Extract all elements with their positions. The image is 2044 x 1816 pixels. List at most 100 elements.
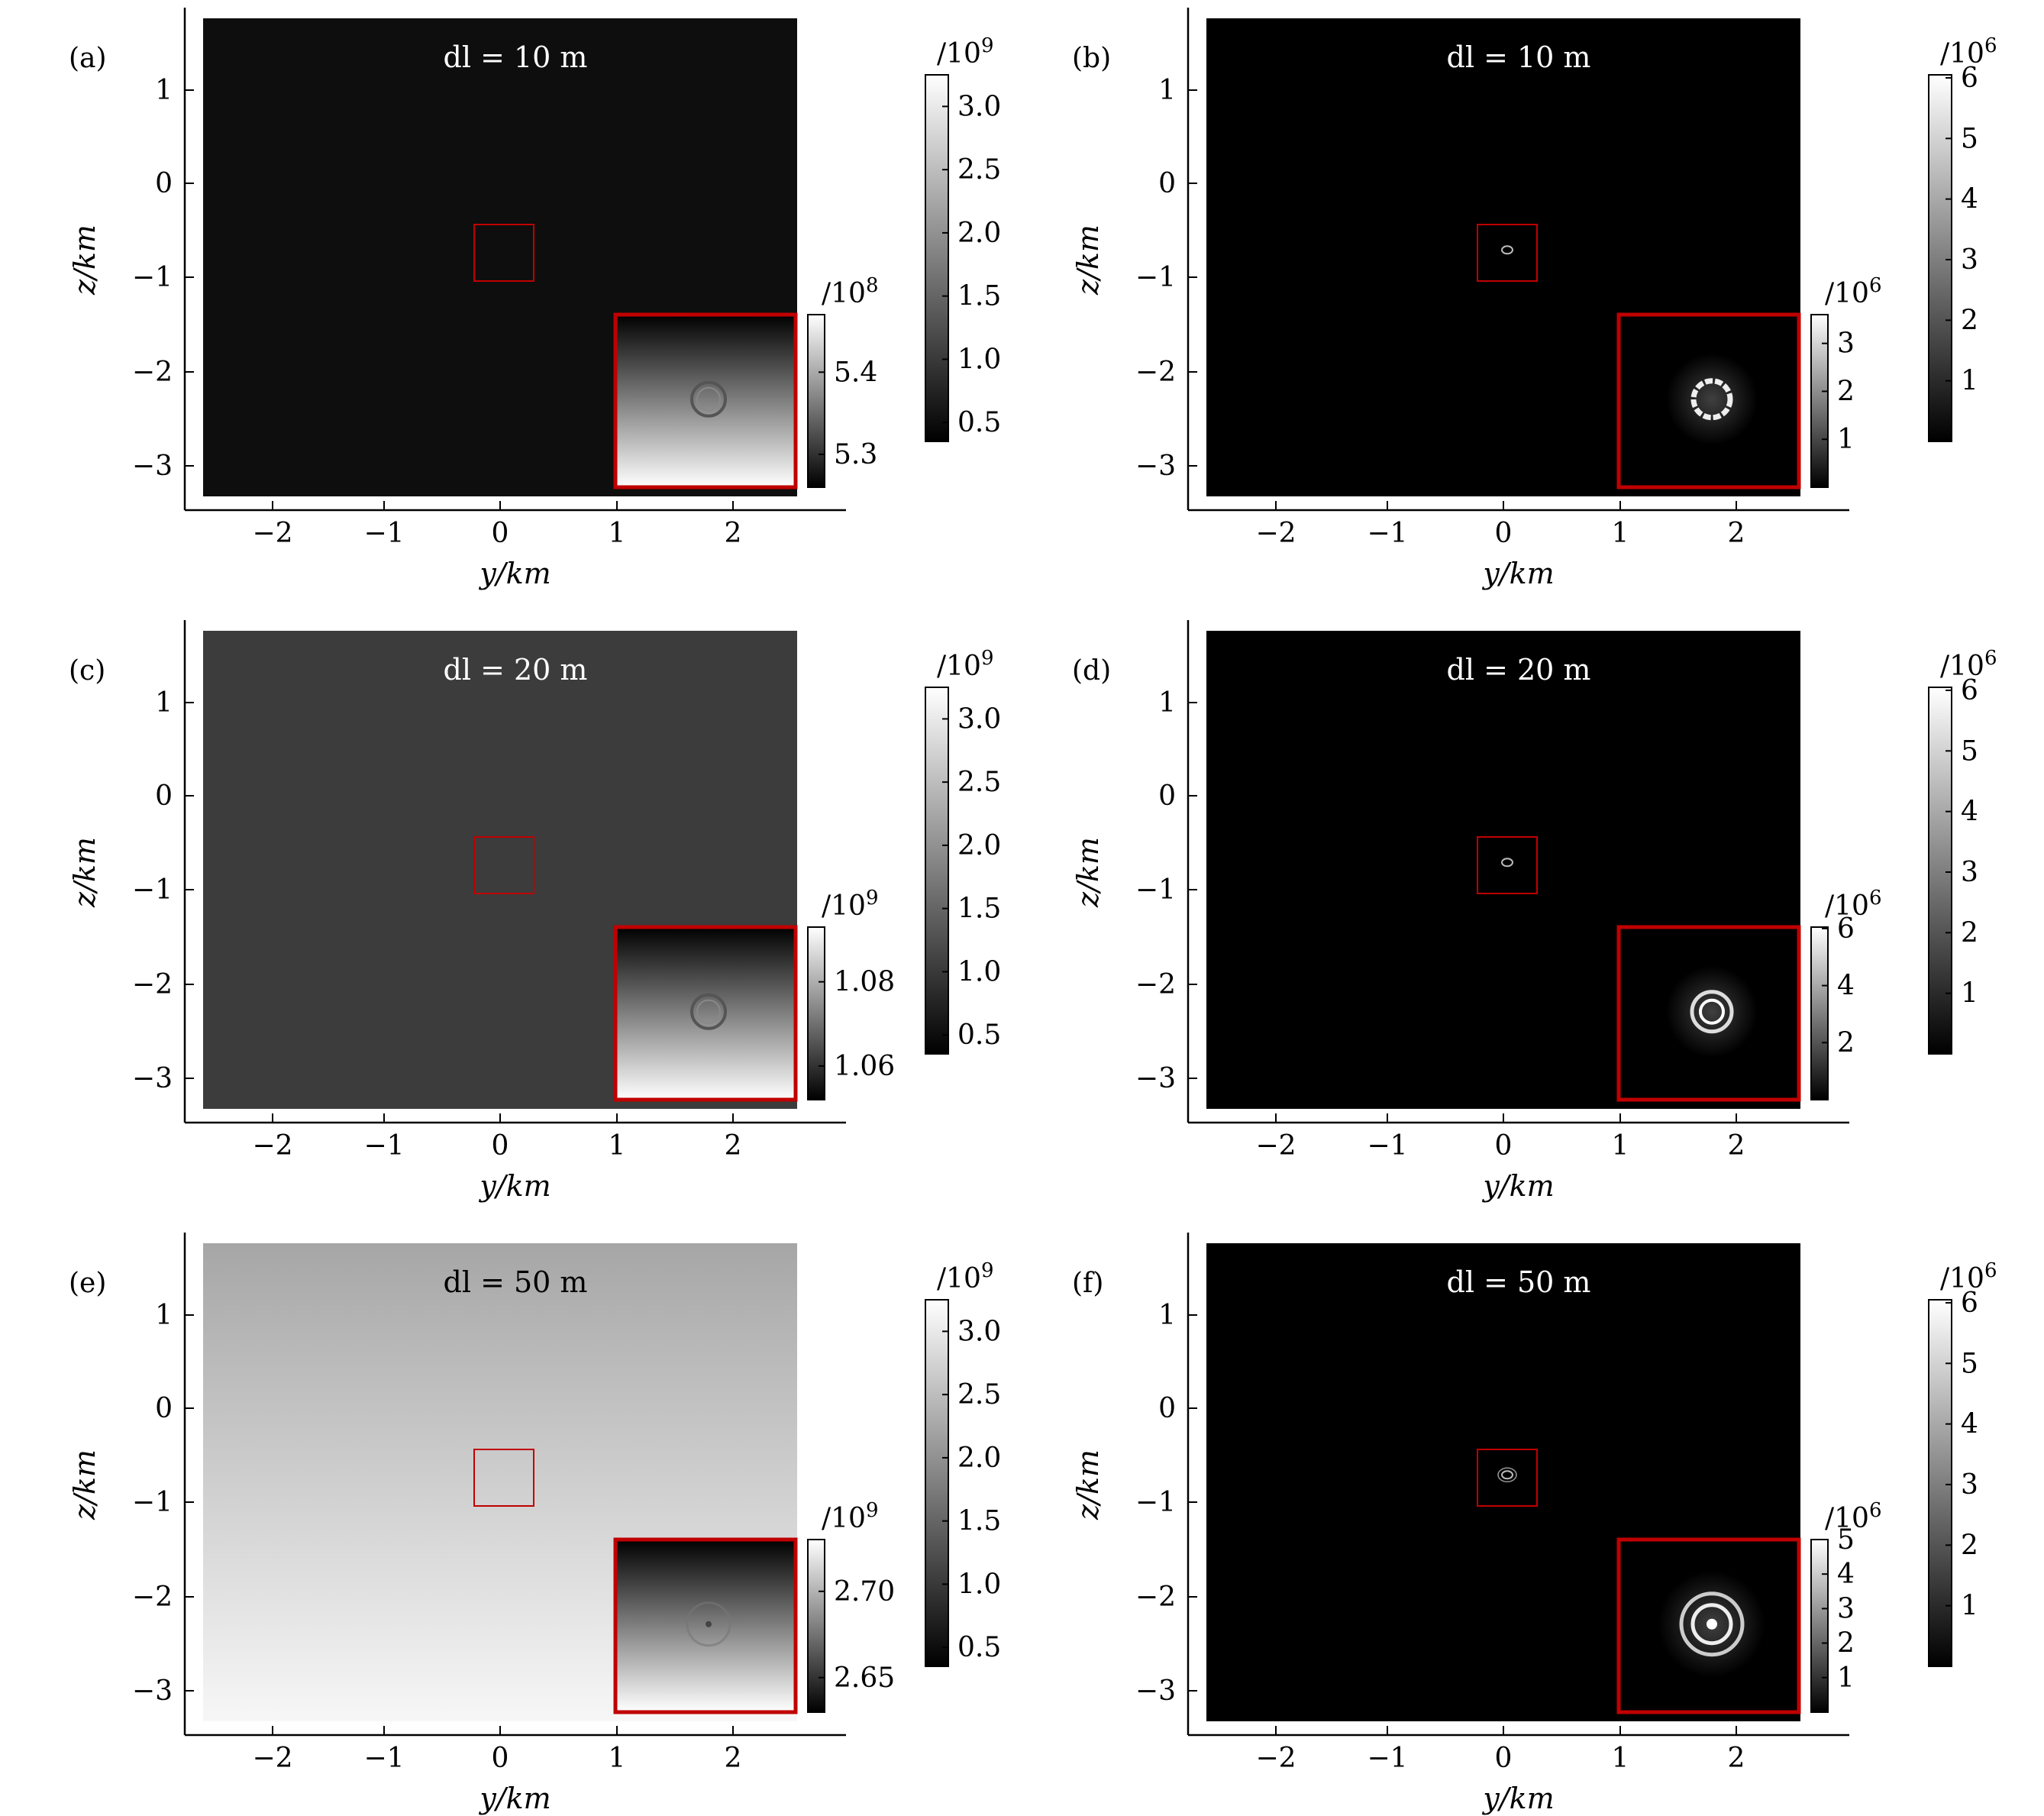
z-tick-label: 1 [155,687,173,719]
panel-label: (e) [69,1268,106,1299]
colorbar-main-tick-label: 1.0 [957,344,1001,375]
z-tick-label: 1 [1158,75,1176,106]
colorbar-main-tick-label: 1.5 [957,893,1001,925]
colorbar-main-tick-label: 1.5 [957,281,1001,312]
colorbar-main-tick-label: 3.0 [957,1316,1001,1347]
z-tick-label: −2 [132,1582,173,1613]
z-tick-label: 1 [1158,1300,1176,1331]
colorbar-main-exponent: /106 [1940,647,1997,682]
dl-annotation: dl = 20 m [444,653,588,687]
inset-frame [613,925,798,1102]
z-tick-label: −2 [132,969,173,1000]
colorbar-main-tick-label: 5 [1961,123,1978,154]
colorbar-main-tick-label: 5 [1961,1348,1978,1379]
colorbar-main-tick-label: 3.0 [957,91,1001,122]
z-axis-title: z/km [68,1449,102,1520]
inset-image [615,315,796,487]
x-tick-label: 2 [1728,1130,1745,1162]
colorbar-main-exponent: /109 [937,34,993,69]
panel-label: (d) [1072,655,1111,687]
colorbar-main [1928,687,1952,1055]
z-tick-label: −3 [1135,1063,1176,1094]
x-tick-label: −1 [363,518,404,549]
dl-annotation: dl = 50 m [1447,1265,1591,1299]
panel-e: −2 −1 0 1 2 1 0 −1 −2 −3 y/km z/km (e) dl = 50 m 0.5 1.… [68,1233,1001,1815]
colorbar-main-tick-label: 2.0 [957,1443,1001,1474]
zoom-feature [1501,1470,1513,1480]
panel-label: (f) [1072,1268,1103,1299]
x-axis-title: y/km [478,557,551,590]
colorbar-inset-tick-label: 3 [1837,328,1855,360]
inset-ring-inner [696,386,721,412]
inset-ring [690,380,727,418]
x-tick-label: 1 [1612,518,1629,549]
z-tick-label: −3 [132,451,173,482]
colorbar-main-tick-label: 2.5 [957,1379,1001,1410]
colorbar-main-tick-label: 4 [1961,1409,1978,1440]
inset-frame [1616,925,1801,1102]
x-tick-label: 1 [609,1743,626,1774]
colorbar-main [1928,1299,1952,1667]
z-tick-label: 1 [155,1300,173,1331]
colorbar-main-tick-label: 1.0 [957,956,1001,987]
colorbar-main-tick-label: 0.5 [957,1019,1001,1051]
zoom-feature [1501,245,1513,255]
inset-image [615,927,796,1100]
x-tick-label: 1 [609,518,626,549]
x-tick-label: −1 [1367,518,1407,549]
colorbar-main-exponent: /106 [1940,34,1997,69]
x-axis-title: y/km [1481,1169,1554,1203]
x-tick-label: 2 [725,518,742,549]
colorbar-inset-tick-label: 3 [1837,1593,1855,1624]
inset-ring-outer [1690,990,1734,1034]
colorbar-main-tick-label: 1 [1961,1591,1978,1622]
dl-annotation: dl = 50 m [444,1265,588,1299]
zoom-box [1477,1449,1538,1507]
colorbar-main [1928,74,1952,442]
colorbar-inset [1810,926,1829,1100]
colorbar-main-tick-label: 2.0 [957,830,1001,861]
colorbar-inset-tick-label: 2 [1837,376,1855,407]
panel-label: (a) [69,43,107,74]
colorbar-main-exponent: /109 [937,647,993,682]
x-tick-label: 0 [1495,1130,1513,1162]
z-tick-label: −2 [132,357,173,388]
colorbar-main-tick-label: 2.0 [957,218,1001,249]
x-tick-label: −2 [1255,1130,1296,1162]
colorbar-main-tick-label: 1 [1961,366,1978,397]
zoom-box [473,1449,534,1507]
z-tick-label: −1 [132,1487,173,1518]
inset-frame [1616,312,1801,490]
colorbar-inset [1810,1539,1829,1713]
z-axis-title: z/km [68,837,102,908]
colorbar-inset-tick-label: 5.3 [834,439,877,470]
inset-glow [1666,965,1758,1058]
inset-ring [690,993,727,1030]
colorbar-inset-tick-label: 1 [1837,424,1855,455]
inset-center-dot [1707,1618,1717,1630]
z-tick-label: 1 [1158,687,1176,719]
z-tick-label: 1 [155,75,173,106]
panel-c: −2 −1 0 1 2 1 0 −1 −2 −3 y/km z/km (c) dl = 20 m 0.5 1.… [68,620,1001,1203]
zoom-feature-outer [1497,1467,1517,1483]
z-axis-title: z/km [1071,1449,1105,1520]
colorbar-inset-tick-label: 1 [1837,1663,1855,1694]
x-axis-title: y/km [478,1782,551,1815]
colorbar-inset-exponent: /106 [1825,274,1881,309]
x-axis-title: y/km [478,1169,551,1203]
inset-ring-inner [1699,998,1725,1025]
inset-center-dot [706,1621,712,1627]
x-tick-label: −2 [1255,1743,1296,1774]
colorbar-inset-tick-label: 4 [1837,971,1855,1002]
colorbar-inset-tick-label: 5.4 [834,357,877,388]
x-axis-title: y/km [1481,557,1554,590]
colorbar-main-tick-label: 6 [1961,1288,1978,1319]
x-tick-label: −1 [363,1130,404,1162]
panel-a: −2 −1 0 1 2 1 0 −1 −2 −3 y/km z/km (a) dl = 10 m 0.5 1.… [68,8,1001,590]
colorbar-main-tick-label: 2.5 [957,154,1001,186]
z-tick-label: −3 [1135,451,1176,482]
x-tick-label: −2 [252,1130,292,1162]
colorbar-main-tick-label: 3 [1961,857,1978,888]
z-axis-title: z/km [1071,837,1105,908]
